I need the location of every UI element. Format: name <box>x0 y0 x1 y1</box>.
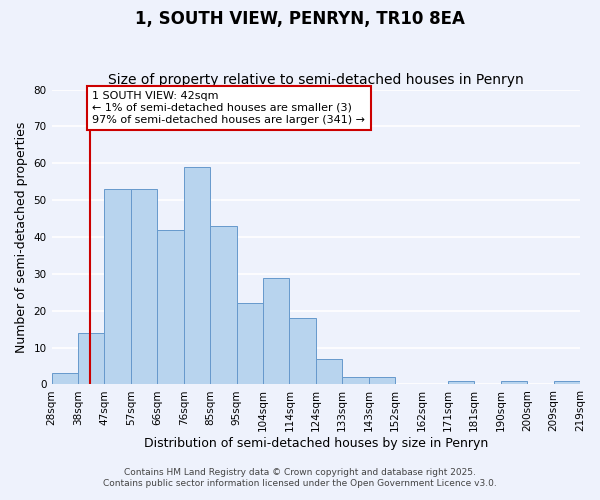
Title: Size of property relative to semi-detached houses in Penryn: Size of property relative to semi-detach… <box>108 73 524 87</box>
Bar <box>157 230 184 384</box>
Bar <box>342 377 368 384</box>
Bar <box>184 167 210 384</box>
Bar <box>501 381 527 384</box>
Bar <box>104 189 131 384</box>
Bar <box>368 377 395 384</box>
Bar <box>554 381 580 384</box>
Text: 1, SOUTH VIEW, PENRYN, TR10 8EA: 1, SOUTH VIEW, PENRYN, TR10 8EA <box>135 10 465 28</box>
Bar <box>289 318 316 384</box>
Bar <box>316 358 342 384</box>
Bar <box>236 304 263 384</box>
Bar <box>448 381 475 384</box>
Text: Contains HM Land Registry data © Crown copyright and database right 2025.
Contai: Contains HM Land Registry data © Crown c… <box>103 468 497 487</box>
Bar <box>78 333 104 384</box>
Bar <box>210 226 236 384</box>
X-axis label: Distribution of semi-detached houses by size in Penryn: Distribution of semi-detached houses by … <box>143 437 488 450</box>
Bar <box>52 374 78 384</box>
Text: 1 SOUTH VIEW: 42sqm
← 1% of semi-detached houses are smaller (3)
97% of semi-det: 1 SOUTH VIEW: 42sqm ← 1% of semi-detache… <box>92 92 365 124</box>
Bar <box>263 278 289 384</box>
Bar <box>131 189 157 384</box>
Y-axis label: Number of semi-detached properties: Number of semi-detached properties <box>15 122 28 352</box>
